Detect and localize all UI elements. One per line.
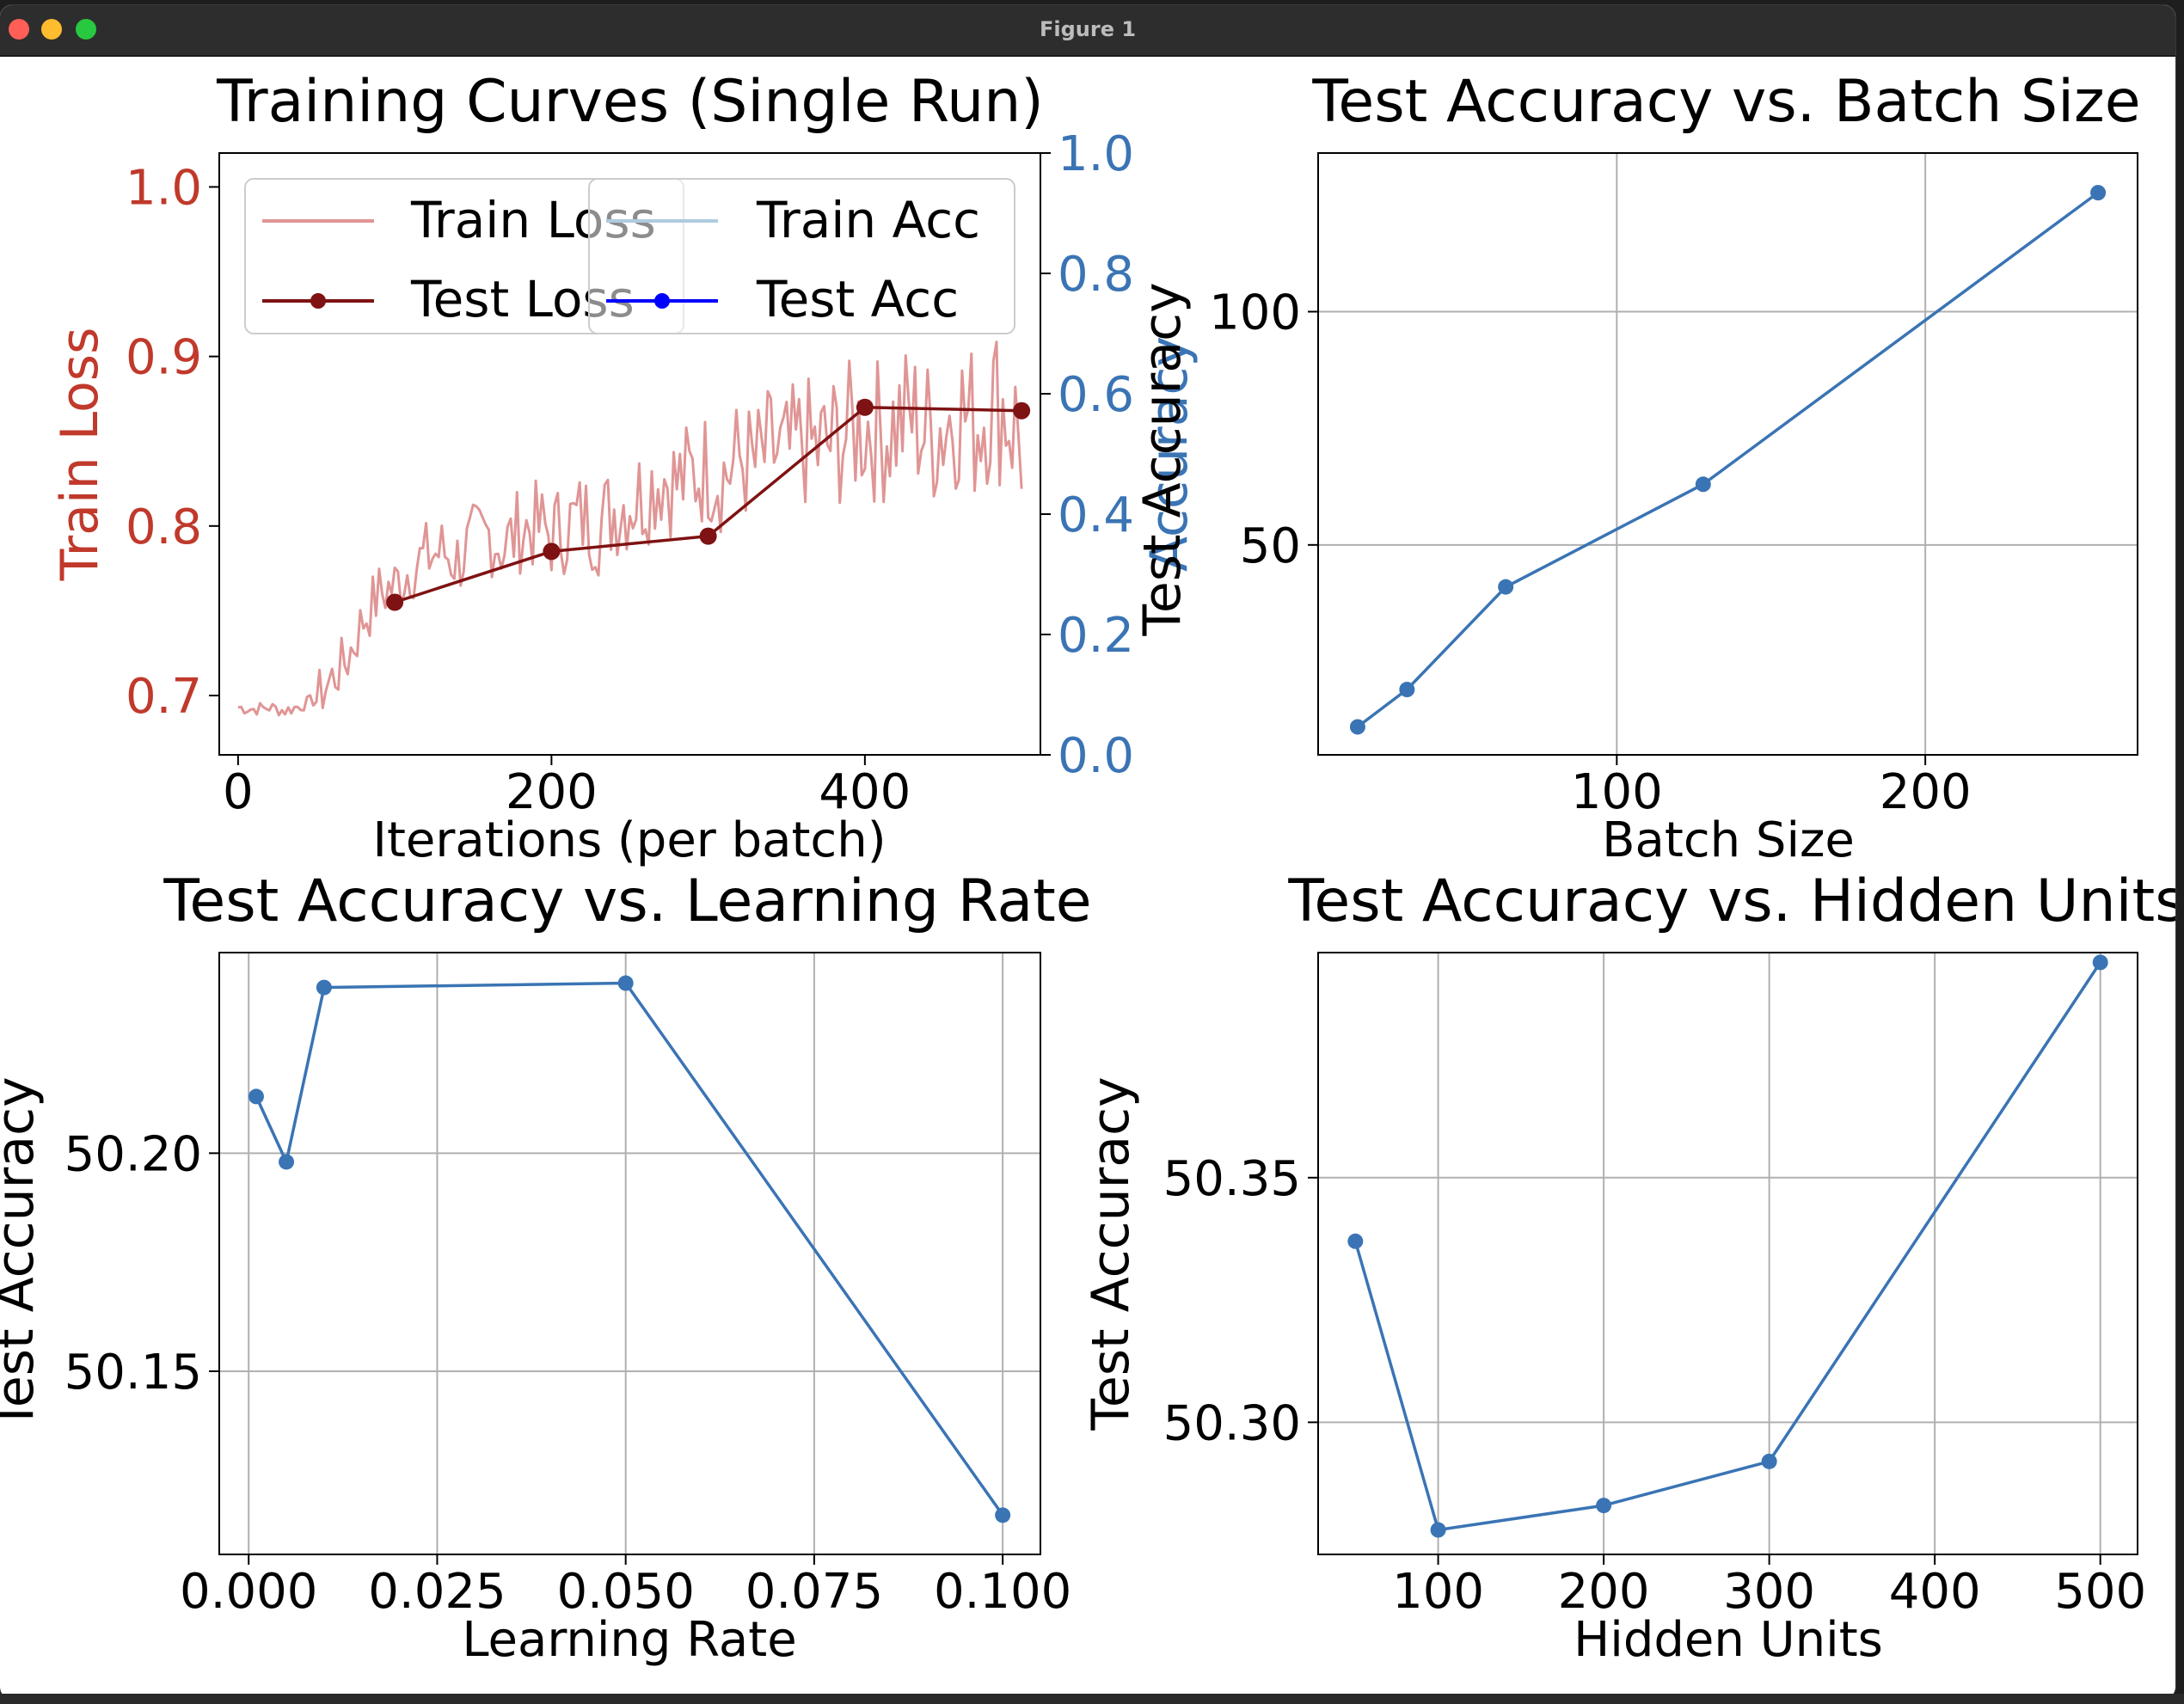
x-tick-label: 400	[1889, 1564, 1981, 1620]
right-y-tick-label: 0.6	[1058, 367, 1134, 423]
hidden-units-panel: Test Accuracy vs. Hidden Units 100 200 300…	[1081, 867, 2175, 1668]
data-point	[2092, 954, 2108, 971]
data-point	[248, 1088, 264, 1105]
data-point	[1349, 719, 1365, 735]
x-tick-label: 100	[1392, 1564, 1484, 1620]
y-tick-label: 50	[1240, 518, 1301, 574]
x-tick-label: 100	[1571, 764, 1663, 820]
legend-right: Train Acc Test Acc	[588, 178, 1015, 334]
plot-frame	[1317, 152, 2138, 756]
data-point	[995, 1507, 1011, 1523]
data-point	[1347, 1233, 1364, 1249]
right-y-tick-label: 0.8	[1058, 247, 1134, 303]
right-y-tick-label: 0.0	[1058, 728, 1134, 784]
x-tick-label: 0.000	[180, 1564, 317, 1620]
chart-title: Training Curves (Single Run)	[216, 68, 1044, 136]
data-point	[1013, 401, 1031, 420]
x-tick-label: 200	[506, 764, 598, 820]
figure-window: Figure 1 Training Curves (Single Run) 0 2…	[0, 5, 2175, 1699]
series-line	[255, 981, 1004, 1517]
x-axis-label: Iterations (per batch)	[372, 812, 886, 868]
series-line	[1353, 961, 2102, 1532]
data-point	[1695, 476, 1711, 493]
data-point	[1761, 1453, 1777, 1469]
x-tick-label: 500	[2054, 1564, 2146, 1620]
y-axis-label: Train Loss	[50, 328, 110, 582]
y-tick-label: 50.20	[64, 1126, 202, 1182]
data-point	[617, 975, 634, 991]
plot-frame	[218, 152, 1041, 756]
x-axis-label: Batch Size	[1602, 812, 1855, 868]
maximize-button[interactable]	[76, 19, 96, 40]
x-tick-label: 0.075	[745, 1564, 883, 1620]
y-tick-label: 50.35	[1163, 1151, 1301, 1207]
minimize-button[interactable]	[41, 19, 62, 40]
series-line	[237, 340, 1023, 717]
learning-rate-panel: Test Accuracy vs. Learning Rate 0.000 0.0…	[0, 867, 1092, 1668]
data-point	[699, 527, 717, 545]
data-point	[1498, 579, 1514, 595]
right-y-axis-label: Accuracy	[1139, 336, 1199, 572]
data-point	[316, 979, 332, 996]
data-point	[2090, 185, 2107, 201]
series-line	[1356, 191, 2100, 728]
right-y-tick-label: 0.2	[1058, 608, 1134, 664]
data-point	[543, 542, 561, 561]
legend-label: Test Acc	[756, 270, 959, 328]
window-title: Figure 1	[1039, 17, 1137, 41]
overlay-y-axis-label: Test Accuracy	[1132, 282, 1193, 636]
chart-title: Test Accuracy vs. Batch Size	[1311, 68, 2140, 136]
data-point	[1596, 1498, 1612, 1514]
x-tick-label: 300	[1723, 1564, 1815, 1620]
data-point	[386, 593, 404, 611]
y-axis-label: Test Accuracy	[1081, 1076, 1141, 1431]
y-tick-label: 0.9	[126, 330, 202, 386]
title-bar: Figure 1	[0, 5, 2175, 57]
data-point	[856, 398, 874, 416]
chart-title: Test Accuracy vs. Learning Rate	[163, 867, 1091, 935]
x-axis-label: Hidden Units	[1574, 1612, 1883, 1668]
x-tick-label: 200	[1880, 764, 1972, 820]
figure-canvas: Training Curves (Single Run) 0 200 400 0.7…	[0, 68, 2175, 1668]
batch-size-panel: Test Accuracy vs. Batch Size 100 200 50 10…	[1209, 68, 2140, 868]
right-y-tick-label: 0.4	[1058, 487, 1134, 543]
y-tick-label: 50.15	[64, 1345, 202, 1401]
training-curves-panel: Training Curves (Single Run) 0 200 400 0.7…	[50, 68, 1199, 868]
y-tick-label: 0.8	[126, 500, 202, 555]
right-y-tick-label: 1.0	[1058, 126, 1134, 182]
y-tick-label: 50.30	[1163, 1395, 1301, 1451]
y-tick-label: 1.0	[126, 160, 202, 216]
chart-title: Test Accuracy vs. Hidden Units	[1287, 867, 2175, 935]
taskbar	[0, 1694, 2184, 1704]
close-button[interactable]	[9, 19, 29, 40]
data-point	[279, 1154, 295, 1170]
x-tick-label: 0	[223, 764, 254, 820]
y-tick-label: 0.7	[126, 669, 202, 725]
x-tick-label: 0.100	[934, 1564, 1071, 1620]
x-tick-label: 400	[819, 764, 911, 820]
y-tick-label: 100	[1209, 285, 1301, 340]
x-tick-label: 0.050	[557, 1564, 695, 1620]
plot-frame	[218, 952, 1041, 1555]
y-axis-label: Test Accuracy	[0, 1076, 46, 1431]
x-axis-label: Learning Rate	[462, 1612, 796, 1668]
legend-label: Train Acc	[756, 191, 980, 249]
x-tick-label: 0.025	[368, 1564, 506, 1620]
data-point	[1399, 682, 1415, 698]
x-tick-label: 200	[1558, 1564, 1650, 1620]
plot-frame	[1317, 952, 2138, 1555]
data-point	[1430, 1522, 1446, 1538]
